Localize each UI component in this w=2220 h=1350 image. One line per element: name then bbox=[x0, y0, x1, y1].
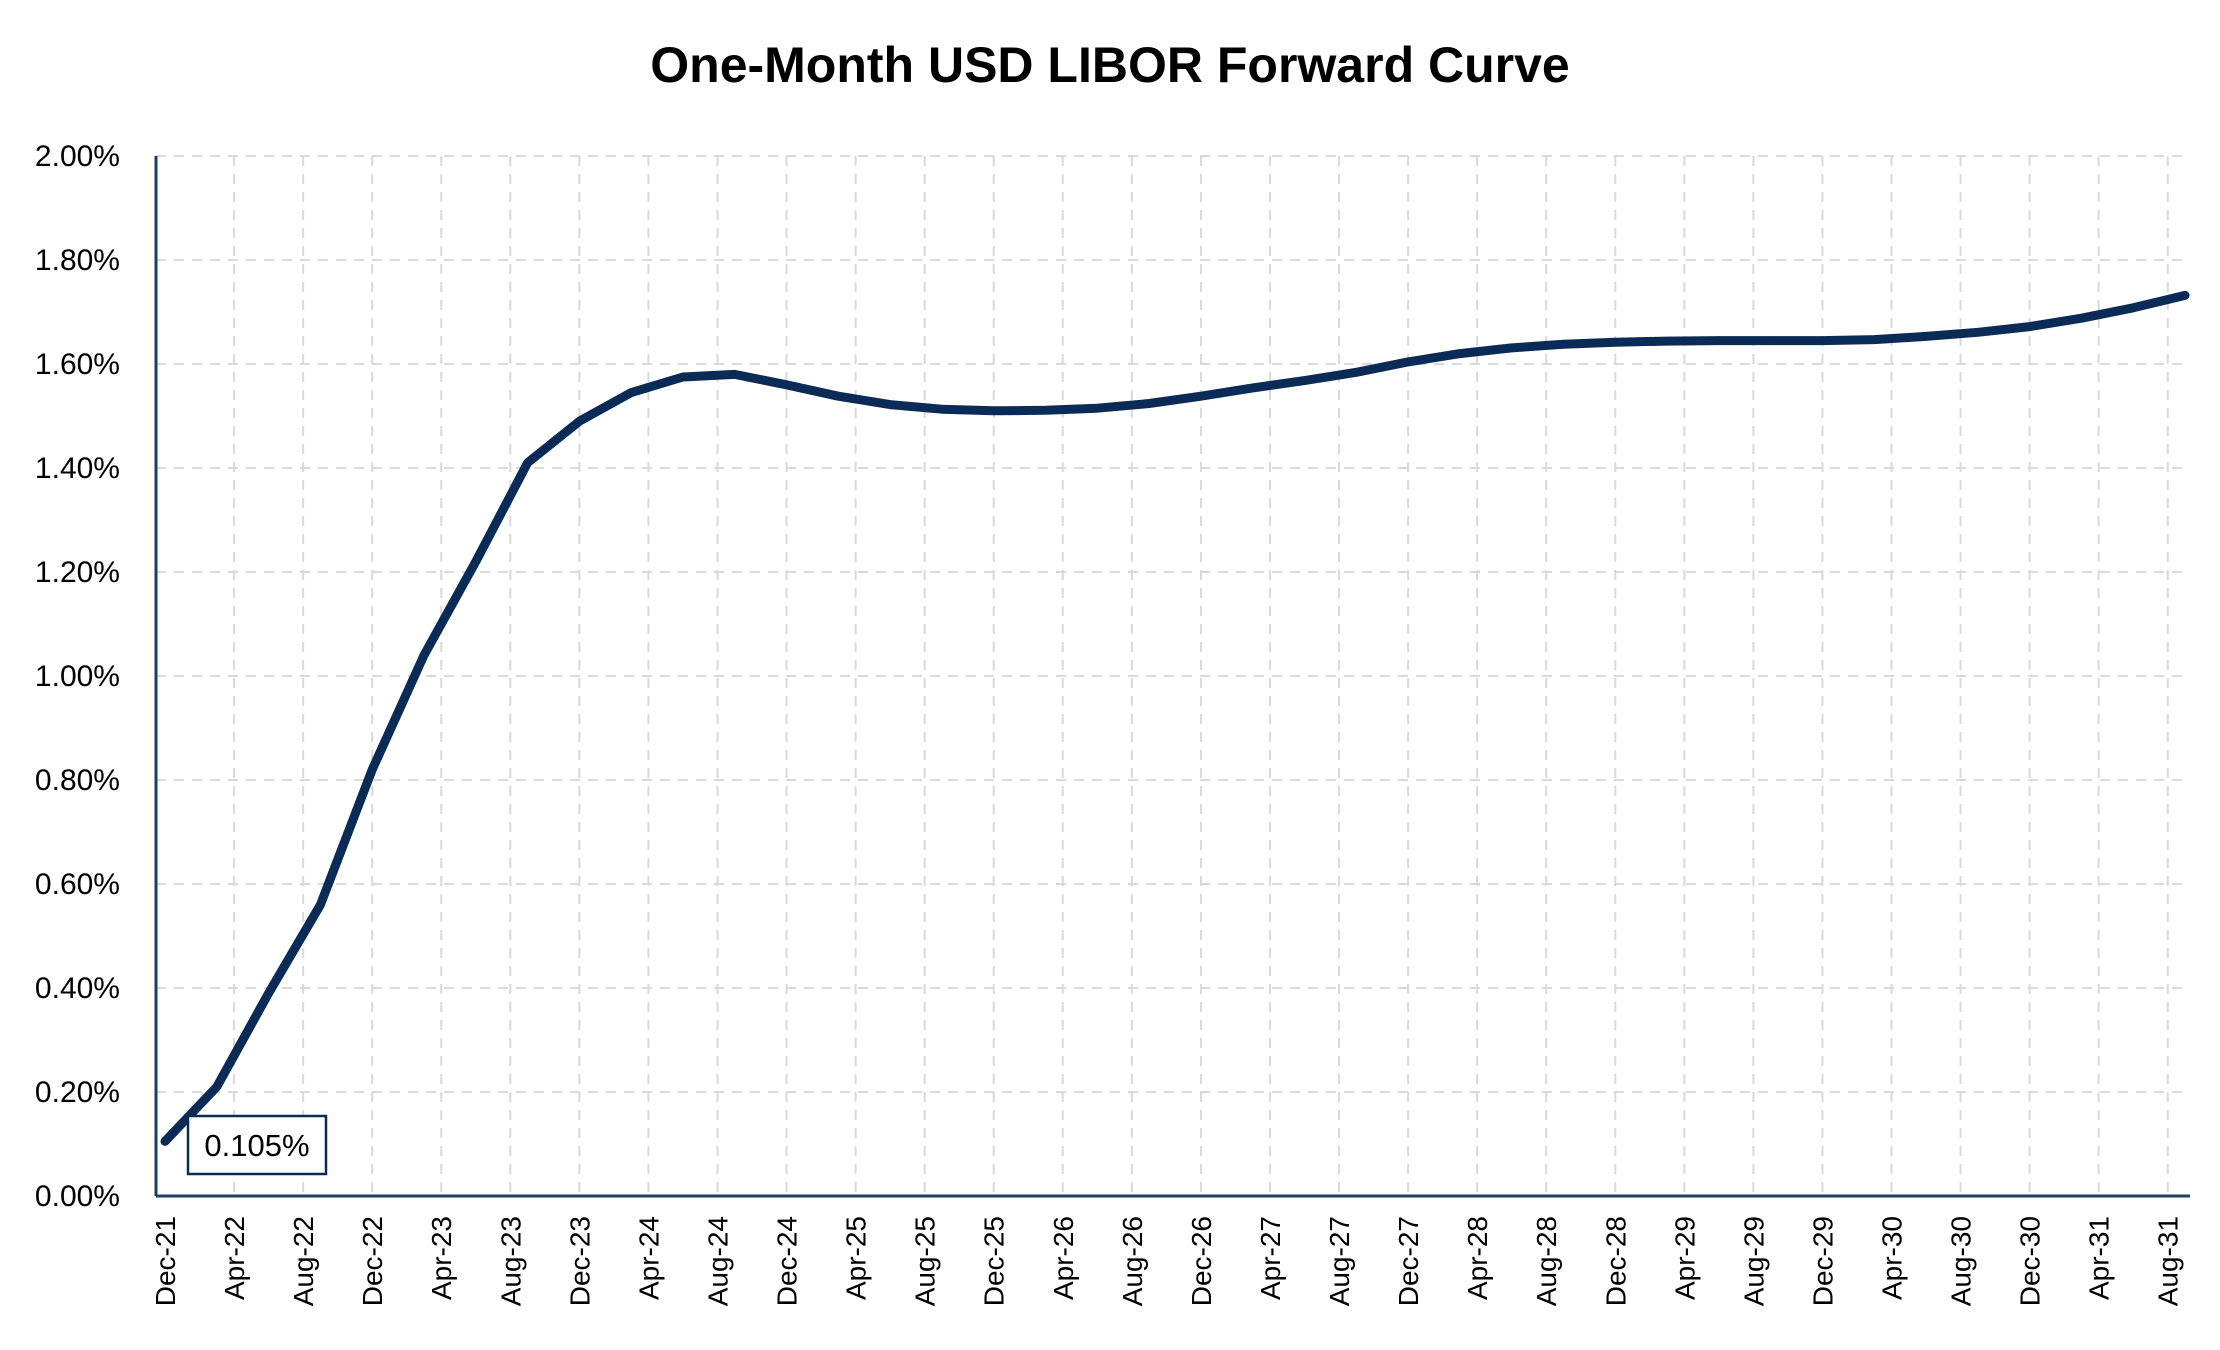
x-tick-label: Apr-29 bbox=[1669, 1216, 1700, 1300]
x-tick-label: Dec-27 bbox=[1393, 1216, 1424, 1306]
data-point bbox=[837, 395, 839, 397]
y-tick-label: 0.00% bbox=[35, 1180, 120, 1213]
y-axis-ticks: 0.00% 0.20% 0.40% 0.60% 0.80% 1.00% 1.20% 1.40%… bbox=[35, 140, 120, 1213]
data-point bbox=[1252, 387, 1254, 389]
data-point bbox=[1407, 361, 1409, 363]
x-tick-label: Apr-31 bbox=[2084, 1216, 2115, 1300]
x-tick-label: Apr-24 bbox=[633, 1216, 664, 1300]
x-tick-label: Aug-23 bbox=[495, 1216, 526, 1306]
x-tick-label: Dec-21 bbox=[150, 1216, 181, 1306]
x-tick-label: Aug-30 bbox=[1946, 1216, 1977, 1306]
data-point bbox=[1925, 335, 1927, 337]
data-point bbox=[423, 654, 425, 656]
x-tick-label: Dec-26 bbox=[1186, 1216, 1217, 1306]
x-tick-label: Dec-23 bbox=[564, 1216, 595, 1306]
x-tick-label: Aug-31 bbox=[2153, 1216, 2184, 1306]
x-tick-label: Aug-25 bbox=[910, 1216, 941, 1306]
data-point bbox=[1770, 340, 1772, 342]
data-point bbox=[1096, 407, 1098, 409]
y-tick-label: 2.00% bbox=[35, 140, 120, 173]
x-axis-ticks: Dec-21 Apr-22 Aug-22 Dec-22 Apr-23 Aug-23 Dec-… bbox=[150, 1216, 2184, 1306]
data-point bbox=[1718, 340, 1720, 342]
x-tick-label: Aug-24 bbox=[702, 1216, 733, 1306]
data-point bbox=[1666, 340, 1668, 342]
data-point bbox=[2132, 307, 2134, 309]
x-tick-label: Apr-30 bbox=[1876, 1216, 1907, 1300]
data-point bbox=[319, 904, 321, 906]
x-tick-label: Aug-28 bbox=[1531, 1216, 1562, 1306]
data-point bbox=[1148, 403, 1150, 405]
data-label-layer: 0.105% bbox=[186, 1114, 328, 1176]
data-point bbox=[371, 769, 373, 771]
data-point bbox=[1562, 343, 1564, 345]
data-point bbox=[1303, 380, 1305, 382]
series-line bbox=[160, 290, 2190, 1146]
data-point bbox=[2029, 326, 2031, 328]
data-point bbox=[786, 384, 788, 386]
x-tick-label: Dec-24 bbox=[772, 1216, 803, 1306]
data-point bbox=[2184, 294, 2186, 296]
data-point bbox=[475, 561, 477, 563]
data-point bbox=[889, 404, 891, 406]
x-tick-label: Apr-26 bbox=[1048, 1216, 1079, 1300]
data-point bbox=[993, 410, 995, 412]
data-point bbox=[941, 408, 943, 410]
data-point bbox=[1511, 347, 1513, 349]
y-tick-label: 1.80% bbox=[35, 244, 120, 277]
data-point bbox=[630, 392, 632, 394]
data-point bbox=[1355, 371, 1357, 373]
x-tick-label: Apr-22 bbox=[219, 1216, 250, 1300]
data-point bbox=[164, 1140, 166, 1142]
data-point bbox=[682, 376, 684, 378]
data-point bbox=[1200, 395, 1202, 397]
data-point bbox=[1614, 341, 1616, 343]
x-tick-label: Dec-28 bbox=[1600, 1216, 1631, 1306]
x-tick-label: Dec-29 bbox=[1807, 1216, 1838, 1306]
axes bbox=[154, 156, 2190, 1198]
x-tick-label: Dec-30 bbox=[2015, 1216, 2046, 1306]
x-tick-label: Apr-25 bbox=[841, 1216, 872, 1300]
x-tick-label: Aug-22 bbox=[288, 1216, 319, 1306]
data-label-box bbox=[186, 1114, 328, 1176]
x-tick-label: Aug-26 bbox=[1117, 1216, 1148, 1306]
data-point bbox=[216, 1086, 218, 1088]
series-layer bbox=[160, 290, 2190, 1146]
data-point bbox=[1821, 340, 1823, 342]
x-tick-label: Dec-22 bbox=[357, 1216, 388, 1306]
data-label: 0.105% bbox=[204, 1128, 309, 1163]
y-tick-label: 1.40% bbox=[35, 452, 120, 485]
data-point bbox=[527, 462, 529, 464]
data-point bbox=[1873, 339, 1875, 341]
data-point bbox=[1459, 353, 1461, 355]
data-point bbox=[2080, 317, 2082, 319]
y-tick-label: 1.00% bbox=[35, 660, 120, 693]
y-tick-label: 0.20% bbox=[35, 1076, 120, 1109]
data-point bbox=[1045, 409, 1047, 411]
x-tick-label: Apr-23 bbox=[426, 1216, 457, 1300]
x-tick-label: Aug-29 bbox=[1738, 1216, 1769, 1306]
data-point bbox=[268, 992, 270, 994]
x-tick-label: Apr-27 bbox=[1255, 1216, 1286, 1300]
y-tick-label: 0.60% bbox=[35, 868, 120, 901]
data-point bbox=[1977, 331, 1979, 333]
y-tick-label: 0.40% bbox=[35, 972, 120, 1005]
y-tick-label: 1.60% bbox=[35, 348, 120, 381]
x-tick-label: Aug-27 bbox=[1324, 1216, 1355, 1306]
y-tick-label: 0.80% bbox=[35, 764, 120, 797]
y-tick-label: 1.20% bbox=[35, 556, 120, 589]
data-point bbox=[578, 420, 580, 422]
gridlines bbox=[156, 155, 2190, 1196]
chart-title: One-Month USD LIBOR Forward Curve bbox=[650, 37, 1570, 93]
data-point bbox=[734, 373, 736, 375]
x-tick-label: Apr-28 bbox=[1462, 1216, 1493, 1300]
x-tick-label: Dec-25 bbox=[979, 1216, 1010, 1306]
